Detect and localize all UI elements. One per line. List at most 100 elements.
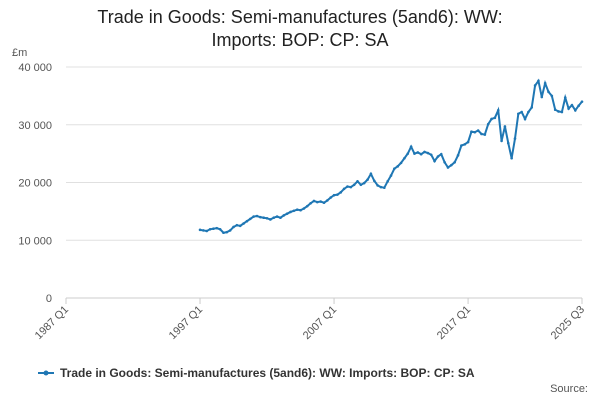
data-point xyxy=(362,181,366,185)
data-point xyxy=(356,180,359,183)
data-point xyxy=(580,100,584,103)
data-point xyxy=(453,160,456,164)
data-point xyxy=(309,201,312,205)
data-point xyxy=(285,212,289,215)
data-point xyxy=(352,183,356,187)
data-point xyxy=(202,229,205,232)
data-point xyxy=(275,215,279,218)
data-point xyxy=(510,156,513,160)
data-point xyxy=(349,185,353,189)
data-point xyxy=(198,228,202,232)
data-point xyxy=(215,226,219,230)
data-point xyxy=(466,140,470,144)
data-point xyxy=(476,129,480,132)
data-point xyxy=(567,107,570,110)
data-point xyxy=(493,116,497,120)
x-tick-label: 2007 Q1 xyxy=(301,304,339,342)
data-point xyxy=(376,184,379,187)
data-point xyxy=(269,218,272,221)
data-point xyxy=(553,108,557,112)
data-point xyxy=(399,161,403,165)
data-point xyxy=(389,174,393,177)
data-point xyxy=(570,103,574,107)
data-point xyxy=(530,106,534,109)
data-point xyxy=(543,81,547,85)
data-point xyxy=(208,227,212,231)
data-point xyxy=(262,216,265,220)
data-point xyxy=(486,122,490,126)
data-point xyxy=(346,185,349,188)
data-point xyxy=(473,130,477,134)
data-point xyxy=(245,219,249,223)
data-point xyxy=(426,151,430,155)
data-point xyxy=(540,95,544,99)
data-point xyxy=(332,193,336,197)
data-point xyxy=(228,229,232,232)
x-tick-label: 1987 Q1 xyxy=(33,304,71,342)
data-line xyxy=(199,78,583,234)
data-point xyxy=(238,224,242,228)
data-point xyxy=(312,199,316,203)
data-point xyxy=(259,215,262,219)
y-tick-label: 20 000 xyxy=(18,178,52,190)
data-point xyxy=(490,117,493,121)
data-point xyxy=(372,179,376,183)
data-point xyxy=(292,209,296,213)
data-point xyxy=(463,143,467,146)
data-point xyxy=(242,222,245,225)
data-point xyxy=(319,200,322,203)
data-point xyxy=(315,200,319,204)
data-point xyxy=(302,207,306,210)
data-point xyxy=(369,172,373,176)
data-point xyxy=(232,225,235,229)
data-point xyxy=(396,165,400,168)
data-point xyxy=(443,160,446,164)
data-point xyxy=(379,185,383,189)
data-point xyxy=(342,187,346,191)
data-point xyxy=(547,90,550,94)
data-point xyxy=(450,163,453,167)
data-point xyxy=(383,186,386,189)
data-point xyxy=(205,229,209,233)
data-point xyxy=(503,125,507,128)
data-point xyxy=(255,214,259,218)
x-tick-label: 2025 Q3 xyxy=(549,304,587,342)
y-tick-label: 0 xyxy=(46,293,52,305)
data-point xyxy=(537,79,540,83)
y-axis-label: £m xyxy=(12,47,27,59)
data-point xyxy=(496,109,500,112)
data-point xyxy=(433,159,436,163)
data-point xyxy=(456,154,460,157)
chart-title: Trade in Goods: Semi-manufactures (5and6… xyxy=(97,7,503,50)
data-point xyxy=(282,214,286,217)
data-point xyxy=(406,152,410,155)
data-point xyxy=(366,178,369,181)
data-point xyxy=(225,230,229,234)
data-point xyxy=(413,152,416,155)
data-point xyxy=(439,152,443,156)
data-point xyxy=(533,84,537,87)
data-point xyxy=(446,166,450,169)
data-point xyxy=(386,180,389,183)
data-point xyxy=(436,155,440,158)
data-point xyxy=(336,193,339,196)
data-point xyxy=(506,141,510,145)
data-point xyxy=(483,133,487,136)
data-point xyxy=(573,109,577,112)
data-point xyxy=(423,150,426,154)
data-point xyxy=(329,196,333,199)
legend-marker xyxy=(43,370,49,376)
data-point xyxy=(577,104,580,107)
data-point xyxy=(359,183,363,187)
data-point xyxy=(322,201,326,205)
data-point xyxy=(560,110,564,114)
data-point xyxy=(326,199,329,202)
y-tick-label: 40 000 xyxy=(18,62,52,74)
data-point xyxy=(265,217,269,220)
data-point xyxy=(222,231,225,235)
data-point xyxy=(393,167,396,170)
data-point xyxy=(500,139,503,143)
data-point xyxy=(235,223,239,227)
